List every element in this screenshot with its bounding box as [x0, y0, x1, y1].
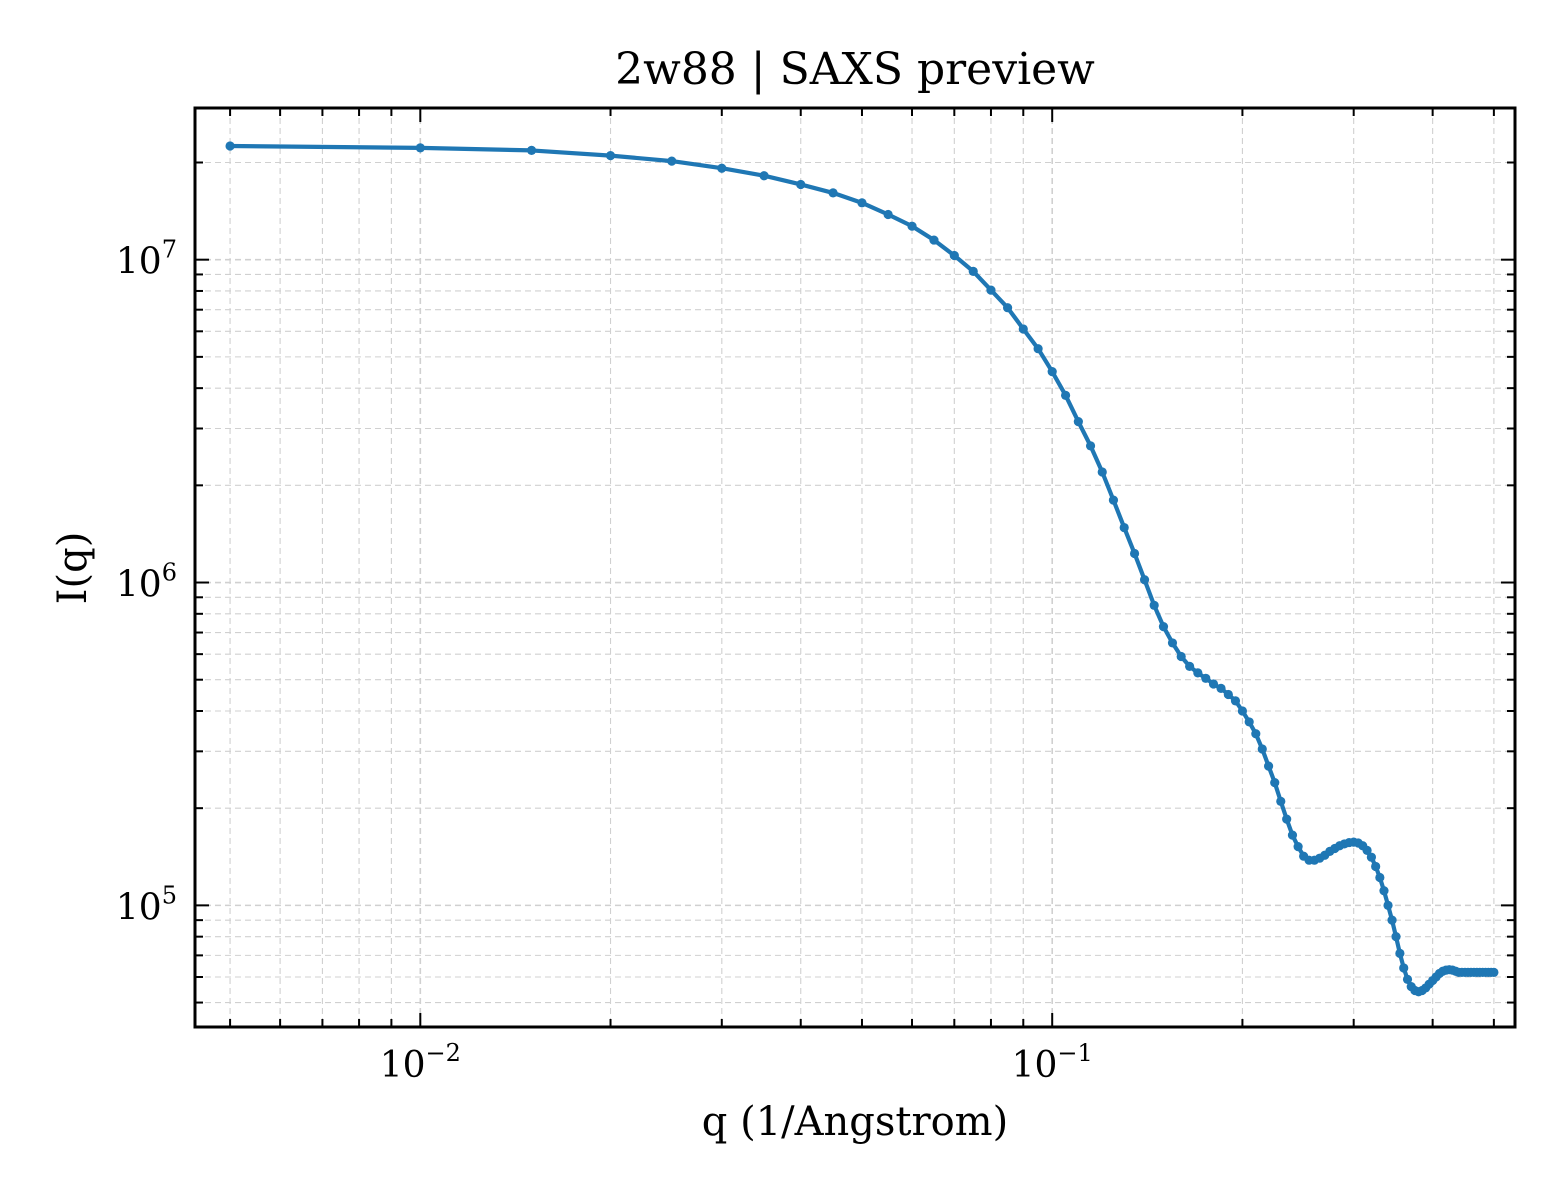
- data-point: [1201, 673, 1211, 683]
- y-tick-label: 106: [116, 559, 177, 606]
- data-point: [717, 163, 727, 173]
- data-point: [949, 250, 959, 261]
- y-tick-label: 105: [116, 881, 177, 928]
- data-point: [1108, 495, 1119, 505]
- data-point: [1139, 575, 1150, 585]
- data-point: [1208, 679, 1219, 689]
- data-point: [1158, 622, 1169, 632]
- plot-frame: [193, 106, 1517, 1029]
- data-point: [1193, 668, 1203, 678]
- data-series: [225, 141, 1499, 997]
- data-point: [1033, 344, 1043, 354]
- data-point: [1003, 303, 1013, 313]
- data-point: [1073, 417, 1083, 427]
- data-point: [1185, 661, 1195, 671]
- data-point: [1276, 796, 1286, 806]
- y-tick-base: 10: [116, 887, 162, 928]
- data-point: [1402, 974, 1413, 984]
- data-point: [929, 235, 939, 245]
- data-point: [1119, 522, 1129, 533]
- data-point: [1244, 717, 1254, 727]
- data-point: [1375, 872, 1385, 883]
- data-point: [1251, 729, 1261, 739]
- data-point: [605, 151, 616, 161]
- data-point: [1366, 852, 1376, 862]
- data-point: [857, 198, 867, 208]
- data-point: [1489, 967, 1499, 977]
- data-point: [796, 179, 806, 190]
- data-point: [1362, 845, 1372, 856]
- data-point: [1129, 548, 1140, 559]
- data-point: [1257, 744, 1267, 754]
- data-point: [1018, 324, 1028, 334]
- data-point: [1237, 706, 1248, 716]
- data-point: [225, 141, 235, 151]
- x-tick-exponent: −1: [1057, 1039, 1092, 1067]
- x-tick-base: 10: [380, 1045, 426, 1086]
- data-point: [1047, 367, 1057, 377]
- data-point: [667, 156, 677, 166]
- data-point: [1216, 683, 1226, 693]
- x-tick-label: 10−2: [380, 1039, 461, 1086]
- data-point: [883, 209, 893, 220]
- data-point: [828, 188, 838, 198]
- data-point: [968, 266, 978, 276]
- data-point: [759, 171, 769, 181]
- data-point: [1391, 932, 1401, 942]
- y-tick-exponent: 5: [162, 881, 177, 909]
- data-point: [1293, 842, 1303, 852]
- data-point: [1379, 886, 1389, 896]
- data-point: [1395, 948, 1405, 958]
- data-point: [1085, 441, 1096, 451]
- y-tick-exponent: 7: [162, 236, 177, 264]
- data-point: [526, 145, 537, 156]
- data-point: [1149, 600, 1159, 610]
- y-tick-exponent: 6: [162, 559, 177, 587]
- data-point: [1282, 814, 1292, 824]
- data-point: [1263, 761, 1274, 771]
- x-tick-exponent: −2: [426, 1039, 461, 1067]
- data-point: [1097, 467, 1107, 477]
- data-point: [415, 143, 425, 153]
- y-axis-label: I(q): [50, 532, 96, 605]
- data-point: [1176, 651, 1186, 662]
- data-point: [1287, 830, 1298, 840]
- data-point: [1167, 638, 1178, 648]
- chart-title: 2w88 | SAXS preview: [615, 44, 1095, 95]
- data-point: [1060, 390, 1071, 400]
- data-point: [1387, 915, 1397, 925]
- data-point: [1270, 778, 1280, 788]
- data-point: [1223, 689, 1233, 700]
- data-point: [1399, 963, 1409, 973]
- grid-lines: [195, 108, 1515, 1027]
- data-point: [1383, 900, 1393, 910]
- x-tick-base: 10: [1012, 1045, 1058, 1086]
- data-point: [986, 285, 996, 295]
- x-tick-label: 10−1: [1012, 1039, 1093, 1086]
- y-tick-label: 107: [116, 236, 177, 283]
- data-point: [1230, 696, 1241, 706]
- y-tick-base: 10: [116, 565, 162, 606]
- x-axis-label: q (1/Angstrom): [702, 1099, 1008, 1145]
- y-tick-base: 10: [116, 242, 162, 283]
- data-point: [907, 221, 917, 231]
- data-point: [1371, 861, 1381, 872]
